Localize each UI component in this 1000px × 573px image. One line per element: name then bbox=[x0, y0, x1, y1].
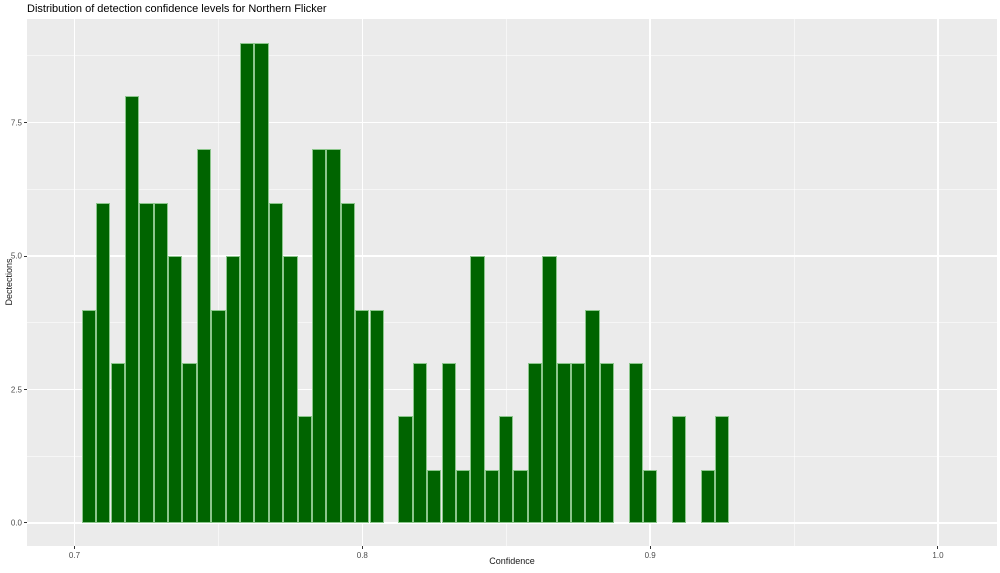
histogram-bar bbox=[240, 42, 255, 523]
histogram-bar bbox=[398, 416, 413, 523]
gridline-y-major bbox=[27, 121, 997, 124]
histogram-bar bbox=[542, 256, 557, 523]
chart-title: Distribution of detection confidence lev… bbox=[27, 3, 327, 15]
y-tick-mark bbox=[24, 389, 27, 391]
histogram-bar bbox=[571, 362, 586, 523]
histogram-bar bbox=[312, 149, 327, 523]
histogram-bar bbox=[340, 202, 356, 523]
histogram-bar bbox=[556, 362, 571, 523]
histogram-bar bbox=[513, 469, 528, 523]
histogram-bar bbox=[585, 309, 600, 523]
gridline-y-major bbox=[27, 388, 997, 391]
y-tick-label: 7.5 bbox=[10, 118, 22, 128]
histogram-bar bbox=[599, 362, 615, 523]
y-tick-label: 5.0 bbox=[10, 251, 22, 261]
histogram-bar bbox=[225, 256, 240, 523]
histogram-bar bbox=[153, 202, 168, 523]
gridline-x-major bbox=[649, 19, 651, 546]
histogram-bar bbox=[628, 362, 643, 523]
gridline-y-major bbox=[27, 255, 997, 257]
y-tick-mark bbox=[24, 522, 27, 524]
histogram-bar bbox=[455, 469, 471, 523]
histogram-bar bbox=[369, 309, 384, 523]
gridline-y-minor bbox=[27, 55, 997, 57]
histogram-bar bbox=[355, 309, 370, 523]
histogram-bar bbox=[283, 256, 298, 523]
gridline-x-major bbox=[73, 19, 76, 546]
y-tick-mark bbox=[24, 255, 27, 257]
gridline-x-major bbox=[361, 19, 364, 546]
histogram-bar bbox=[484, 469, 500, 523]
y-tick-label: 0.0 bbox=[10, 518, 22, 528]
x-tick-label: 0.9 bbox=[644, 551, 656, 560]
y-tick-label: 2.5 bbox=[10, 385, 22, 395]
x-tick-mark bbox=[649, 546, 651, 549]
histogram-bar bbox=[168, 256, 183, 523]
histogram-bar bbox=[527, 362, 543, 523]
histogram-bar bbox=[268, 202, 284, 523]
gridline-x-major bbox=[937, 19, 939, 546]
y-tick-mark bbox=[24, 122, 27, 124]
histogram-bar bbox=[427, 469, 442, 523]
gridline-x-minor bbox=[217, 19, 219, 546]
histogram-bar bbox=[254, 42, 269, 523]
x-tick-mark bbox=[937, 546, 939, 549]
histogram-bar bbox=[182, 362, 197, 523]
histogram-bar bbox=[671, 416, 687, 523]
histogram-bar bbox=[196, 149, 212, 523]
x-tick-mark bbox=[73, 546, 75, 549]
histogram-bar bbox=[326, 149, 341, 523]
x-tick-label: 0.7 bbox=[68, 551, 81, 560]
gridline-x-minor bbox=[505, 19, 507, 546]
gridline-x-minor bbox=[793, 19, 795, 546]
x-tick-label: 0.8 bbox=[356, 551, 368, 560]
histogram-bar bbox=[96, 202, 111, 523]
histogram-bar bbox=[643, 469, 658, 523]
gridline-y-major bbox=[27, 522, 997, 524]
histogram-bar bbox=[297, 416, 312, 523]
histogram-bar bbox=[110, 362, 125, 523]
histogram-bar bbox=[124, 96, 140, 523]
histogram-bar bbox=[139, 202, 154, 523]
histogram-bar bbox=[211, 309, 226, 523]
histogram-bar bbox=[714, 416, 730, 523]
plot-panel bbox=[27, 19, 997, 546]
histogram-bar bbox=[412, 362, 428, 523]
histogram-bar bbox=[470, 256, 485, 523]
x-tick-label: 1.0 bbox=[932, 551, 944, 560]
histogram-bar bbox=[499, 416, 514, 523]
x-axis-title: Confidence bbox=[489, 556, 535, 566]
gridline-y-minor bbox=[27, 188, 997, 190]
histogram-bar bbox=[81, 309, 97, 523]
histogram-bar bbox=[700, 469, 715, 523]
y-axis-title: Dectections bbox=[4, 258, 14, 306]
x-tick-mark bbox=[361, 546, 363, 549]
gridline-y-minor bbox=[27, 322, 997, 324]
histogram-bar bbox=[441, 362, 456, 523]
